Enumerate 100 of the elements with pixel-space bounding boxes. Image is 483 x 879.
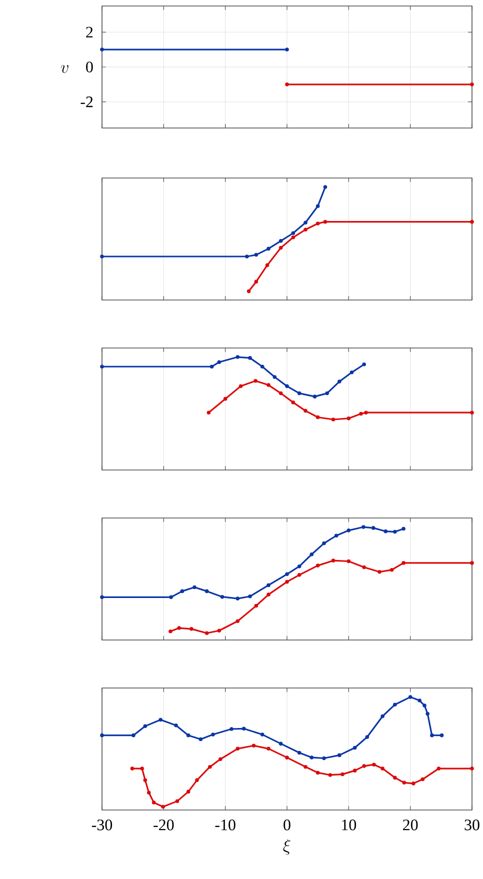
point [372,762,376,766]
point [338,380,342,384]
point [285,580,289,584]
point [211,732,215,736]
point [371,526,376,530]
point [408,695,412,699]
point [402,526,406,531]
point [272,375,277,379]
point [100,595,104,600]
point [331,418,336,422]
point [100,364,104,369]
point [316,222,320,226]
point [254,280,258,284]
point [380,766,384,770]
point [291,231,296,236]
point [334,534,338,538]
point [260,732,264,736]
point [359,412,363,416]
point [236,746,240,751]
point [362,525,366,529]
point [412,782,416,786]
point [350,370,354,374]
point [254,604,258,608]
point [217,628,222,633]
x-tick-label: -20 [154,820,174,830]
x-tick-label: -30 [92,820,112,830]
point [304,228,308,232]
point [254,378,258,383]
point [278,391,283,396]
point [436,766,441,770]
point [220,594,224,599]
point [236,619,240,624]
point [364,410,368,415]
x-tick-label: 0 [284,820,290,830]
point [206,410,211,415]
point [297,750,302,755]
point [426,712,430,716]
point [304,408,308,413]
point [340,772,344,776]
point [260,364,264,369]
point [352,768,357,772]
point [245,254,249,258]
point [218,757,222,762]
point [418,698,422,702]
y-tick-label: -2 [80,96,93,108]
point [362,362,366,366]
point [316,204,320,208]
point [152,800,156,804]
point [186,733,190,738]
point [248,356,252,360]
point [420,777,425,782]
point [384,529,388,534]
point [338,753,342,758]
point [316,564,320,568]
point [346,559,351,564]
point [266,383,270,387]
point [440,733,444,738]
point [217,360,222,364]
point [190,627,194,631]
x-tick-label: 20 [403,820,418,830]
point [362,565,366,570]
point [285,756,289,760]
point [390,568,394,572]
point [322,756,326,760]
point [223,396,228,401]
point [291,236,296,240]
point [470,220,474,224]
point [470,766,474,770]
point [204,631,209,636]
point [393,702,397,706]
x-tick-label: 10 [342,820,356,830]
point [402,780,406,785]
point [470,410,474,415]
x-tick-label: 30 [464,820,480,830]
point [130,766,134,770]
point [297,573,302,577]
point [316,415,320,420]
point [266,583,270,588]
point [402,561,406,565]
point [208,764,212,769]
point [470,561,474,565]
point [297,391,302,396]
point [422,704,426,708]
point [180,589,184,594]
point [204,589,209,594]
point [168,630,172,634]
point [158,718,162,722]
x-tick-label: -10 [215,820,236,830]
point [169,595,173,600]
point [174,723,178,728]
point [297,564,302,568]
point [230,727,234,731]
point [365,735,370,739]
point [198,737,203,742]
point [316,770,320,775]
point [278,742,283,746]
point [248,594,252,598]
point [254,252,258,257]
point [266,592,270,596]
point [161,804,165,809]
